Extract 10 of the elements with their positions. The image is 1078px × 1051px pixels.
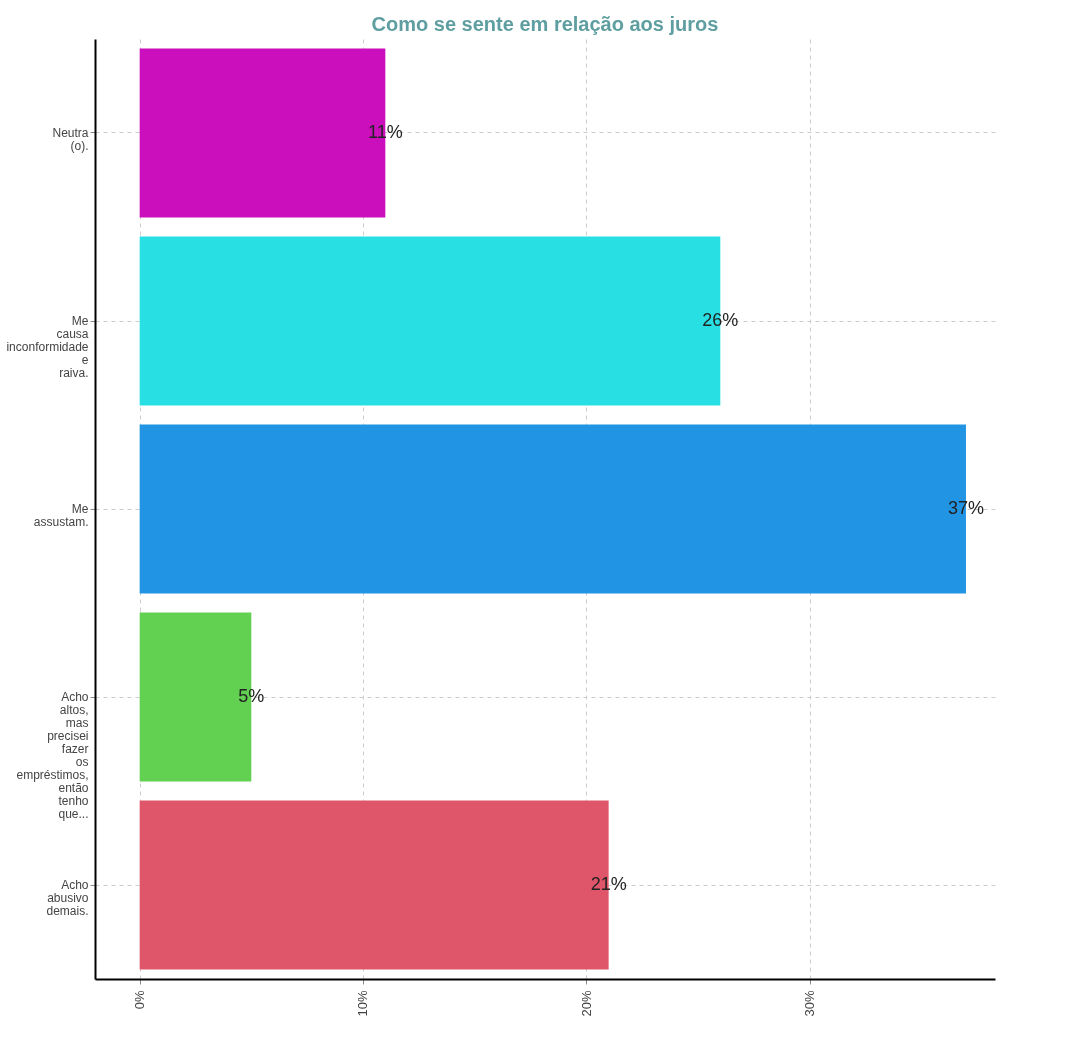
chart-title: Como se sente em relação aos juros <box>371 13 719 35</box>
y-tick-label: Acho abusivo demais. <box>46 878 89 918</box>
y-tick-label: Neutra (o). <box>52 126 89 153</box>
y-tick-label: Me causa inconformidade e raiva. <box>6 314 89 380</box>
category-label: Acho altos, mas precisei fazer os empréstimos, então tenho que... <box>16 690 89 821</box>
y-tick-label: Me assustam. <box>33 502 89 529</box>
x-tick-label: 10% <box>355 990 371 1017</box>
x-tick-label: 30% <box>802 990 818 1017</box>
x-tick-label: 0% <box>132 990 148 1010</box>
x-tick-label: 20% <box>578 990 594 1017</box>
